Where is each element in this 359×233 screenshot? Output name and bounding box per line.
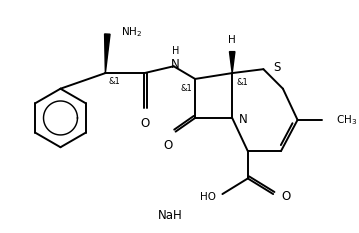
- Text: H: H: [172, 45, 179, 55]
- Text: HO: HO: [200, 192, 216, 202]
- Text: &1: &1: [181, 84, 192, 93]
- Text: N: N: [171, 58, 180, 71]
- Polygon shape: [229, 52, 235, 73]
- Text: O: O: [163, 139, 172, 152]
- Text: O: O: [141, 117, 150, 130]
- Text: H: H: [228, 35, 236, 45]
- Polygon shape: [104, 34, 110, 73]
- Text: NH$_2$: NH$_2$: [121, 25, 142, 39]
- Text: CH$_3$: CH$_3$: [336, 113, 357, 127]
- Text: NaH: NaH: [158, 209, 183, 222]
- Text: &1: &1: [108, 77, 120, 86]
- Text: O: O: [281, 189, 290, 202]
- Text: S: S: [273, 61, 280, 74]
- Text: &1: &1: [236, 78, 248, 87]
- Text: N: N: [239, 113, 248, 127]
